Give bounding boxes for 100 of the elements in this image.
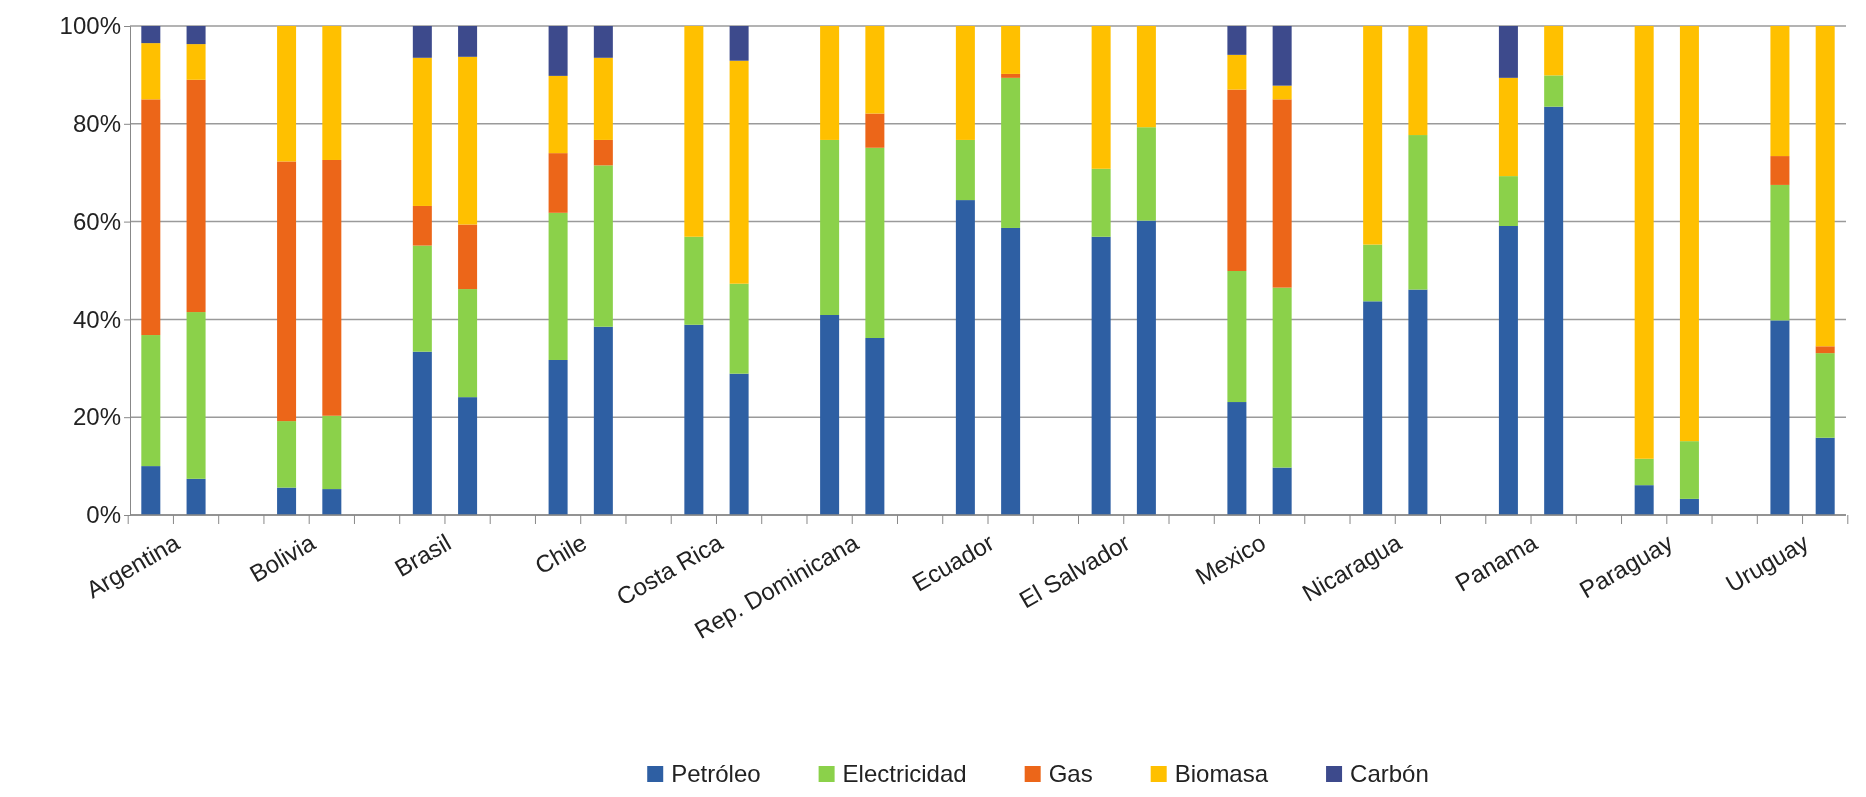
bar [322,489,342,515]
bar [458,26,478,57]
bar [1770,26,1790,157]
bar [1272,26,1292,86]
bar [458,224,478,290]
bar [593,57,613,140]
bar [1001,227,1021,515]
bar [865,337,885,515]
bar [548,359,568,515]
bar [1227,270,1247,403]
bar [1498,26,1518,78]
bar [1272,467,1292,515]
bar [955,200,975,515]
bar [1544,26,1564,76]
bar [684,236,704,325]
bar [277,421,297,488]
bar [684,26,704,237]
y-tick-label: 0% [86,501,121,529]
bar [1815,437,1835,515]
bar [277,26,297,162]
legend-label: Petróleo [671,760,761,787]
bar [186,44,206,80]
bar [729,26,749,61]
bar [1227,402,1247,515]
bar [1815,26,1835,347]
bar [820,139,840,315]
bar [955,139,975,201]
y-tick-label: 40% [72,305,121,333]
bar [322,415,342,490]
bar [1091,26,1111,169]
bar [141,335,161,467]
bar [1363,301,1383,515]
bar [458,56,478,225]
bar [1498,176,1518,226]
bar [1272,85,1292,100]
bar [729,283,749,374]
y-tick-label: 100% [59,12,121,40]
bar [1544,106,1564,515]
bar [458,289,478,398]
bar [1227,26,1247,55]
bar [322,26,342,160]
bar [548,153,568,213]
bar [865,113,885,148]
bar [141,26,161,44]
bar [865,26,885,114]
bar [277,487,297,515]
bar [1001,77,1021,228]
bar [593,139,613,166]
bar [277,161,297,422]
bar [1091,236,1111,515]
bar [1408,289,1428,515]
bar [1634,26,1654,459]
y-tick-label: 60% [72,207,121,235]
bar [186,478,206,515]
bar [412,57,432,206]
bar [729,373,749,515]
bar [412,351,432,515]
bar [955,26,975,140]
bar [141,466,161,515]
bar [1634,485,1654,515]
bar [548,212,568,360]
bar [412,205,432,246]
bar [593,326,613,515]
bar [1815,353,1835,438]
x-tick-label: Chile [530,528,592,580]
bar [1498,77,1518,177]
bar [593,26,613,58]
bar [1770,184,1790,321]
bar [1815,346,1835,354]
bar [141,43,161,100]
bar [141,99,161,336]
bar [1136,220,1156,515]
bar [1679,498,1699,515]
bar [412,245,432,352]
bar [186,79,206,313]
bar [1136,127,1156,221]
bar [1770,320,1790,515]
y-tick-label: 80% [72,109,121,137]
bar [1363,26,1383,245]
bar [1001,73,1021,78]
bar [1770,156,1790,185]
bar [684,324,704,515]
bar [1544,75,1564,107]
bar [1227,54,1247,90]
bar [1136,26,1156,128]
bar [1498,226,1518,515]
bar [1363,244,1383,302]
bar [1634,458,1654,486]
legend-label: Gas [1048,760,1093,787]
bar [1091,168,1111,237]
bar [865,147,885,338]
bar [729,60,749,284]
bar [1408,135,1428,290]
bar [1227,89,1247,271]
bar [593,165,613,327]
bar [186,26,206,45]
bar [548,75,568,154]
bar [322,159,342,416]
legend-label: Carbón [1350,760,1429,787]
bar [186,312,206,479]
